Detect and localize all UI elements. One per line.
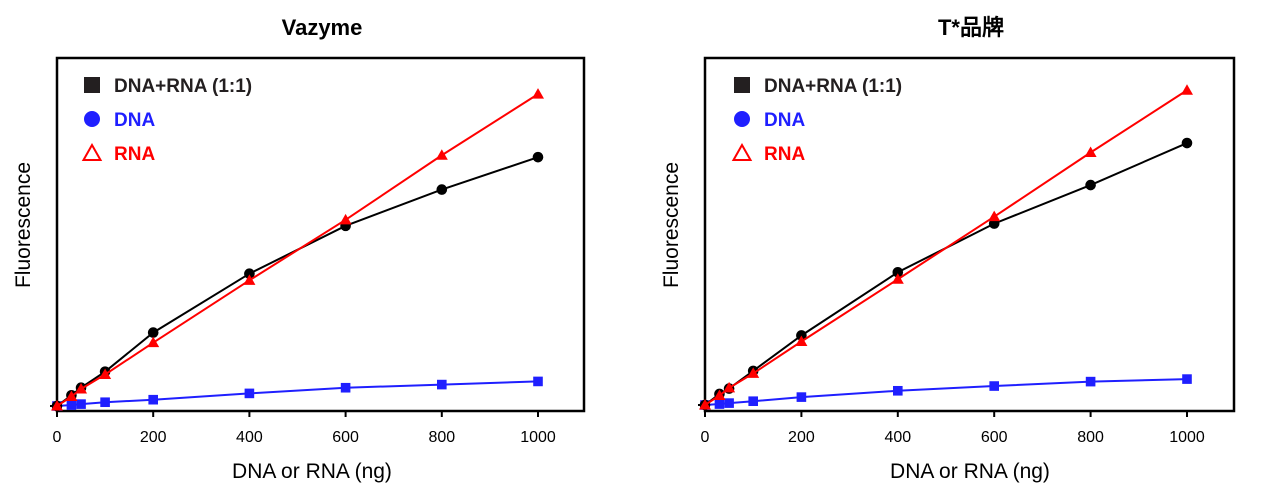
x-axis-label: DNA or RNA (ng): [232, 460, 392, 483]
series-line: [704, 89, 1188, 406]
data-point: [65, 390, 78, 402]
data-point: [796, 392, 807, 402]
series-rna: [51, 88, 544, 411]
plot-frame: [55, 56, 586, 413]
legend-label: DNA+RNA (1:1): [114, 76, 252, 97]
x-tick-label: 600: [981, 429, 1008, 446]
data-point: [75, 382, 88, 394]
series-rna: [699, 84, 1193, 410]
legend-item: RNA: [731, 142, 805, 165]
data-point: [147, 336, 160, 348]
series-dna-rna-1-1: [699, 137, 1193, 411]
x-tick-label: 600: [332, 429, 359, 446]
series-dna: [52, 376, 543, 411]
data-point: [1085, 179, 1096, 191]
x-tick-label: 1000: [520, 429, 556, 446]
data-point: [437, 379, 447, 390]
data-point: [148, 394, 158, 405]
legend-item: DNA+RNA (1:1): [84, 76, 252, 97]
legend-item: RNA: [81, 142, 155, 165]
data-point: [339, 213, 352, 225]
legend-marker: [84, 111, 100, 127]
legend-label: DNA: [764, 110, 805, 131]
data-point: [51, 400, 63, 411]
plot-frame: [703, 56, 1236, 413]
legend-label: RNA: [764, 144, 805, 165]
legend-label: DNA+RNA (1:1): [764, 76, 902, 97]
data-point: [747, 367, 760, 378]
chart-panel-1: Vazyme 0 200 400 600 800 1000 DNA or RNA (ng) Fl…: [12, 15, 586, 483]
x-tick-label: 1000: [1169, 429, 1205, 446]
y-axis-label: Fluorescence: [12, 162, 35, 288]
x-tick-label: 800: [1077, 429, 1104, 446]
data-point: [435, 149, 448, 160]
data-point: [244, 268, 255, 280]
data-point: [1182, 374, 1192, 384]
data-point: [748, 396, 758, 407]
data-point: [532, 151, 544, 163]
legend-marker: [734, 111, 750, 127]
data-point: [795, 335, 808, 346]
data-point: [533, 376, 543, 387]
data-point: [989, 381, 999, 391]
series-dna-rna-1-1: [51, 151, 544, 412]
x-tick-label: 400: [236, 429, 263, 446]
data-point: [147, 327, 159, 338]
series-line: [56, 156, 539, 407]
legend: DNA+RNA (1:1) DNA RNA: [81, 76, 252, 165]
data-point: [714, 399, 725, 409]
chart-title: T*品牌: [938, 15, 1004, 40]
data-point: [243, 274, 256, 285]
chart-panel-2: T*品牌 0 200 400 600 800 1000 DNA or RNA (ng) Fluo…: [660, 15, 1236, 483]
data-point: [1181, 137, 1193, 149]
data-point: [988, 210, 1001, 222]
data-point: [76, 399, 86, 409]
x-tick-label: 200: [788, 429, 815, 446]
data-point: [796, 330, 807, 341]
y-axis-label: Fluorescence: [660, 162, 683, 288]
data-point: [893, 385, 903, 396]
legend-marker: [84, 77, 100, 93]
data-point: [244, 388, 255, 399]
legend: DNA+RNA (1:1) DNA RNA: [731, 76, 902, 165]
series-line: [56, 380, 539, 407]
chart-title: Vazyme: [282, 15, 363, 40]
data-point: [1181, 84, 1193, 95]
data-point: [99, 368, 112, 379]
x-tick-label: 0: [53, 429, 62, 446]
data-point: [1084, 146, 1097, 158]
legend-item: DNA: [84, 110, 155, 131]
data-point: [891, 273, 904, 284]
series-line: [704, 378, 1188, 406]
legend-marker: [731, 142, 753, 161]
legend-marker: [734, 77, 750, 93]
series-line: [56, 93, 539, 407]
legend-label: RNA: [114, 144, 155, 165]
data-point: [532, 88, 544, 99]
legend-item: DNA+RNA (1:1): [734, 76, 902, 97]
data-point: [713, 389, 726, 401]
series-dna: [700, 374, 1192, 410]
data-point: [724, 398, 734, 408]
series-line: [704, 142, 1188, 406]
data-point: [66, 400, 77, 410]
legend-item: DNA: [734, 110, 805, 131]
data-point: [436, 184, 448, 195]
data-point: [723, 381, 736, 393]
legend-label: DNA: [114, 110, 155, 131]
x-axis-label: DNA or RNA (ng): [890, 460, 1050, 483]
data-point: [699, 399, 711, 410]
data-point: [1085, 376, 1096, 387]
x-tick-label: 400: [884, 429, 911, 446]
data-point: [100, 397, 110, 408]
legend-marker: [81, 142, 103, 161]
x-tick-label: 0: [701, 429, 710, 446]
data-point: [340, 382, 351, 393]
x-tick-label: 800: [428, 429, 455, 446]
data-point: [892, 266, 904, 278]
x-tick-label: 200: [140, 429, 167, 446]
